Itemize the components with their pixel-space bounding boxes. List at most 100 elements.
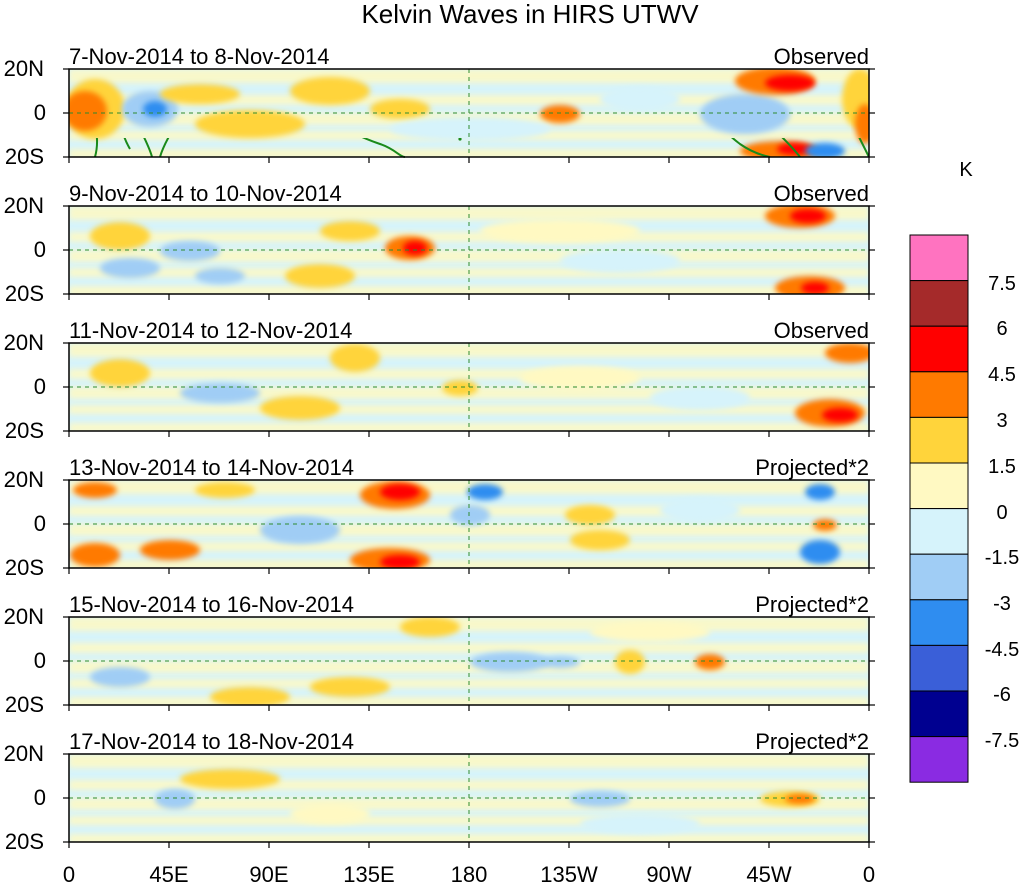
anomaly-blob — [570, 530, 630, 550]
anomaly-blob — [785, 794, 815, 804]
colorbar-tick-label: 0 — [996, 502, 1007, 524]
lat-tick-label: 0 — [34, 237, 46, 262]
anomaly-blob — [805, 143, 845, 157]
colorbar-tick-label: -1.5 — [985, 547, 1019, 569]
anomaly-blob — [380, 484, 420, 500]
anomaly-blob — [580, 814, 700, 834]
colorbar-tick-label: -6 — [993, 684, 1011, 706]
colorbar-tick-label: 1.5 — [988, 456, 1016, 478]
island — [458, 138, 462, 141]
anomaly-band — [69, 643, 869, 653]
lat-tick-label: 0 — [34, 648, 46, 673]
colorbar-swatch — [909, 644, 969, 692]
anomaly-blob — [143, 101, 167, 117]
anomaly-blob — [540, 105, 580, 123]
anomaly-blob — [290, 77, 370, 105]
colorbar-swatch — [909, 416, 969, 464]
anomaly-blob — [160, 241, 220, 261]
coastline — [858, 138, 869, 158]
anomaly-band — [69, 95, 869, 105]
panel-kind-label: Observed — [774, 181, 869, 206]
anomaly-blob — [380, 555, 420, 568]
anomaly-blob — [801, 282, 829, 294]
colorbar-swatch — [909, 553, 969, 601]
anomaly-band — [69, 232, 869, 242]
lon-tick-label: 180 — [451, 862, 488, 887]
panel-date-range: 17-Nov-2014 to 18-Nov-2014 — [69, 729, 354, 754]
colorbar-tick-label: -3 — [993, 593, 1011, 615]
lat-tick-label: 20S — [5, 829, 44, 854]
lat-tick-label: 20N — [4, 604, 44, 629]
lat-tick-label: 20S — [5, 555, 44, 580]
lat-tick-label: 20N — [4, 193, 44, 218]
lat-tick-label: 0 — [34, 100, 46, 125]
anomaly-blob — [195, 110, 305, 138]
colorbar-swatch — [909, 371, 969, 418]
anomaly-blob — [700, 94, 790, 134]
chart-title: Kelvin Waves in HIRS UTWV — [361, 0, 699, 29]
anomaly-blob — [195, 482, 255, 498]
anomaly-blob — [390, 117, 550, 141]
coastline — [143, 138, 153, 158]
lon-tick-label: 90W — [646, 862, 691, 887]
lon-tick-label: 0 — [63, 862, 75, 887]
anomaly-blob — [400, 617, 460, 637]
panel-kind-label: Observed — [774, 318, 869, 343]
anomaly-blob — [100, 258, 160, 278]
colorbar-swatch — [909, 690, 969, 738]
anomaly-blob — [285, 264, 355, 288]
anomaly-blob — [195, 268, 245, 284]
anomaly-blob — [813, 519, 837, 531]
lat-tick-label: 20S — [5, 144, 44, 169]
anomaly-blob — [140, 540, 200, 560]
anomaly-blob — [765, 75, 815, 91]
anomaly-blob — [800, 540, 840, 564]
lat-tick-label: 20N — [4, 467, 44, 492]
coastline — [123, 138, 131, 150]
anomaly-blob — [260, 396, 340, 420]
panel-kind-label: Projected*2 — [755, 592, 869, 617]
coastlines — [94, 138, 869, 158]
colorbar: K 7.5 6 4.5 3 1.5 0 -1.5 -3 -4.5 -6 -7.5 — [909, 159, 1019, 783]
map-panel: 20N 0 20S 15-Nov-2014 to 16-Nov-2014 Project… — [4, 592, 875, 717]
anomaly-blob — [825, 343, 869, 363]
lat-tick-label: 20S — [5, 418, 44, 443]
anomaly-blob — [777, 143, 813, 155]
lat-tick-label: 0 — [34, 374, 46, 399]
anomaly-blob — [370, 99, 430, 119]
panel-date-range: 11-Nov-2014 to 12-Nov-2014 — [69, 318, 352, 343]
coastline — [361, 138, 406, 158]
lon-tick-label: 135W — [540, 862, 598, 887]
anomaly-blob — [260, 516, 340, 544]
lat-tick-label: 20N — [4, 56, 44, 81]
colorbar-swatch — [909, 736, 969, 783]
anomaly-blob — [822, 408, 858, 422]
anomaly-band — [69, 206, 869, 220]
lat-tick-label: 20S — [5, 281, 44, 306]
colorbar-tick-label: -7.5 — [985, 730, 1019, 752]
lat-tick-label: 20N — [4, 741, 44, 766]
lon-tick-label: 0 — [863, 862, 875, 887]
anomaly-blob — [320, 221, 380, 241]
colorbar-swatch — [909, 325, 969, 373]
map-panel: 20N 0 20S 13-Nov-2014 to 14-Nov-2014 Project… — [4, 455, 875, 580]
lon-tick-label: 135E — [343, 862, 394, 887]
anomaly-blob — [160, 84, 240, 104]
anomaly-blob — [442, 380, 478, 396]
anomaly-blob — [90, 359, 150, 387]
anomaly-blob — [590, 622, 710, 642]
colorbar-swatch — [909, 508, 969, 555]
panel-kind-label: Observed — [774, 44, 869, 69]
map-panel: 20N 0 20S 11-Nov-2014 to 12-Nov-2014 Observe… — [4, 318, 875, 443]
anomaly-band — [69, 780, 869, 790]
coastline — [94, 138, 99, 158]
lat-tick-label: 20N — [4, 330, 44, 355]
colorbar-tick-labels: 7.5 6 4.5 3 1.5 0 -1.5 -3 -4.5 -6 -7.5 — [985, 273, 1019, 752]
colorbar-tick-label: 4.5 — [988, 364, 1016, 386]
anomaly-blob — [73, 482, 117, 498]
colorbar-unit: K — [959, 159, 973, 181]
colorbar-tick-label: -4.5 — [985, 639, 1019, 661]
colorbar-swatch — [909, 599, 969, 646]
anomaly-blob — [600, 87, 680, 111]
